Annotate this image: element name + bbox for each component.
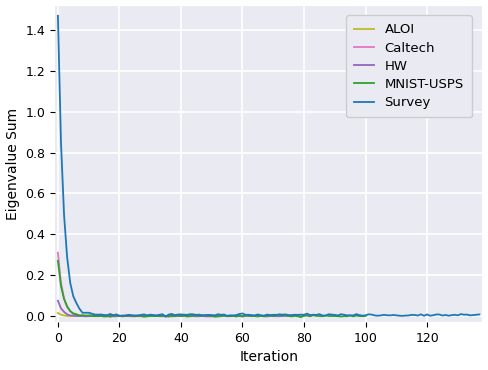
ALOI bbox=[82, 313, 88, 318]
ALOI bbox=[98, 314, 104, 318]
ALOI bbox=[113, 314, 119, 318]
HW bbox=[270, 314, 276, 319]
ALOI bbox=[132, 314, 138, 319]
HW bbox=[240, 314, 245, 319]
Caltech bbox=[169, 314, 175, 319]
Caltech bbox=[104, 313, 110, 317]
Caltech bbox=[160, 313, 165, 318]
Caltech bbox=[101, 314, 107, 318]
HW bbox=[55, 299, 61, 303]
HW bbox=[190, 314, 196, 318]
MNIST-USPS bbox=[197, 314, 203, 318]
Survey bbox=[55, 14, 61, 18]
Caltech bbox=[107, 315, 113, 319]
Survey bbox=[163, 314, 168, 319]
Caltech bbox=[89, 313, 95, 317]
ALOI bbox=[86, 314, 92, 318]
Caltech bbox=[55, 250, 61, 255]
Line: MNIST-USPS: MNIST-USPS bbox=[58, 261, 366, 317]
ALOI bbox=[77, 314, 82, 318]
X-axis label: Iteration: Iteration bbox=[239, 350, 298, 364]
HW bbox=[209, 314, 215, 318]
Survey bbox=[476, 312, 482, 317]
HW bbox=[237, 314, 243, 318]
Caltech bbox=[206, 314, 212, 319]
Line: Caltech: Caltech bbox=[58, 253, 212, 317]
Line: Survey: Survey bbox=[58, 16, 479, 317]
ALOI bbox=[120, 314, 125, 318]
ALOI bbox=[70, 314, 76, 318]
ALOI bbox=[64, 314, 70, 318]
MNIST-USPS bbox=[132, 314, 138, 319]
ALOI bbox=[61, 313, 67, 318]
Survey bbox=[224, 314, 230, 318]
ALOI bbox=[92, 314, 98, 318]
ALOI bbox=[135, 314, 141, 319]
ALOI bbox=[117, 314, 122, 318]
Survey bbox=[298, 313, 304, 317]
Caltech bbox=[209, 314, 215, 319]
MNIST-USPS bbox=[270, 313, 276, 318]
ALOI bbox=[107, 314, 113, 318]
Legend: ALOI, Caltech, HW, MNIST-USPS, Survey: ALOI, Caltech, HW, MNIST-USPS, Survey bbox=[346, 15, 471, 117]
ALOI bbox=[122, 314, 128, 318]
ALOI bbox=[141, 314, 147, 319]
ALOI bbox=[55, 311, 61, 315]
MNIST-USPS bbox=[55, 259, 61, 263]
HW bbox=[301, 314, 307, 318]
ALOI bbox=[101, 314, 107, 318]
ALOI bbox=[58, 313, 64, 317]
MNIST-USPS bbox=[240, 314, 245, 319]
MNIST-USPS bbox=[298, 315, 304, 319]
ALOI bbox=[126, 314, 132, 318]
ALOI bbox=[144, 314, 150, 318]
ALOI bbox=[147, 314, 153, 318]
ALOI bbox=[80, 314, 85, 318]
ALOI bbox=[73, 314, 79, 318]
Survey bbox=[212, 313, 218, 318]
Line: HW: HW bbox=[58, 301, 304, 317]
ALOI bbox=[89, 314, 95, 318]
ALOI bbox=[95, 314, 101, 318]
Survey bbox=[415, 313, 421, 318]
Survey bbox=[360, 313, 366, 318]
ALOI bbox=[104, 314, 110, 318]
MNIST-USPS bbox=[363, 314, 368, 318]
ALOI bbox=[129, 314, 135, 318]
ALOI bbox=[67, 314, 73, 318]
ALOI bbox=[110, 314, 116, 318]
Line: ALOI: ALOI bbox=[58, 313, 150, 316]
HW bbox=[280, 314, 285, 318]
MNIST-USPS bbox=[77, 313, 82, 318]
MNIST-USPS bbox=[285, 314, 291, 318]
HW bbox=[258, 314, 264, 318]
ALOI bbox=[138, 314, 144, 319]
Y-axis label: Eigenvalue Sum: Eigenvalue Sum bbox=[5, 108, 20, 220]
Survey bbox=[470, 313, 476, 317]
